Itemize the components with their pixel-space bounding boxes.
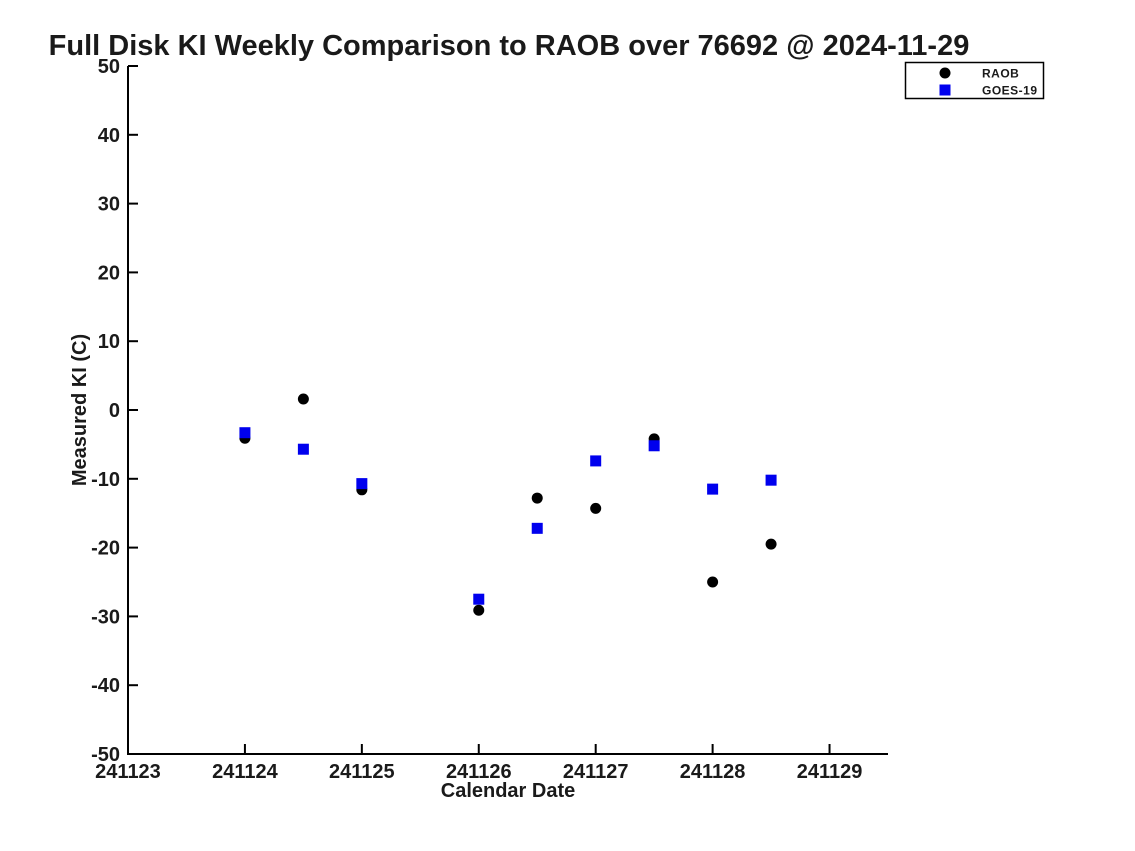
goes19-point — [531, 522, 543, 534]
goes19-point — [297, 443, 309, 455]
x-tick-label: 241128 — [680, 761, 746, 783]
y-tick-label: 0 — [109, 400, 120, 422]
legend-marker-circle — [939, 67, 951, 79]
goes19-point — [765, 474, 777, 486]
x-tick-label: 241124 — [212, 761, 279, 783]
goes19-point — [648, 440, 660, 452]
y-tick-label: 30 — [98, 194, 120, 216]
x-tick-label: 241127 — [563, 761, 629, 783]
axis-spines — [127, 66, 888, 755]
y-tick-label: -40 — [91, 675, 120, 697]
chart-title: Full Disk KI Weekly Comparison to RAOB o… — [49, 30, 970, 62]
y-tick-label: 50 — [98, 56, 120, 78]
x-tick-label: 241129 — [797, 761, 863, 783]
y-tick-label: -10 — [91, 469, 120, 491]
x-tick-label: 241123 — [95, 761, 161, 783]
y-tick-label: 20 — [98, 262, 120, 284]
raob-point — [765, 538, 777, 550]
raob-point — [297, 393, 309, 405]
y-tick-label: -20 — [91, 538, 120, 560]
y-axis-label: Measured KI (C) — [69, 334, 91, 486]
legend-box — [904, 61, 1045, 100]
x-tick-label: 241126 — [446, 761, 512, 783]
legend: RAOB GOES-19 — [904, 61, 1045, 100]
legend-label: RAOB — [982, 67, 1019, 81]
legend-marker-square — [939, 84, 951, 96]
raob-point — [473, 604, 485, 616]
series-raob — [239, 393, 777, 616]
y-tick-label: 40 — [98, 125, 120, 147]
raob-point — [590, 502, 602, 514]
raob-point — [707, 576, 719, 588]
goes19-point — [356, 478, 368, 490]
y-tick-label: 10 — [98, 331, 120, 353]
y-tick-label: -50 — [91, 744, 120, 766]
goes19-point — [707, 483, 719, 495]
x-tick-label: 241125 — [329, 761, 395, 783]
data-points — [239, 393, 777, 616]
raob-point — [531, 492, 543, 504]
legend-label: GOES-19 — [982, 84, 1038, 98]
y-tick-label: -30 — [91, 606, 120, 628]
series-goes-19 — [239, 427, 777, 605]
goes19-point — [590, 455, 602, 467]
goes19-point — [239, 427, 251, 439]
x-axis-label: Calendar Date — [441, 780, 576, 802]
goes19-point — [473, 593, 485, 605]
